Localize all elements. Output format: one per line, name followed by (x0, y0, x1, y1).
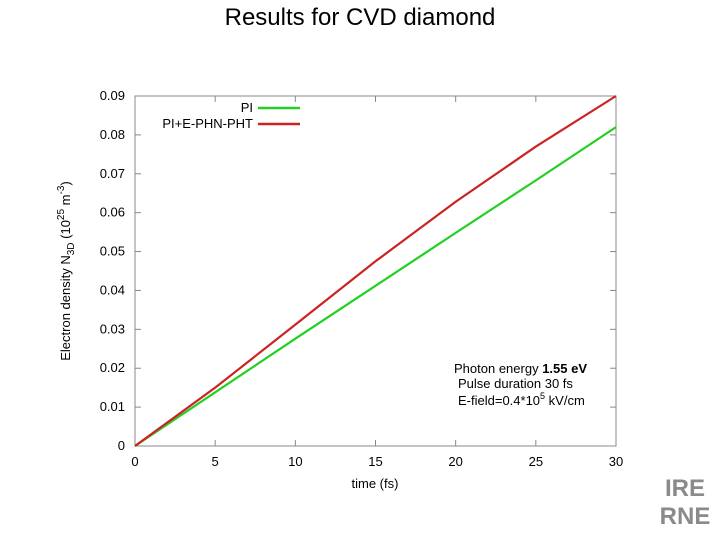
x-tick-labels: 0 5 10 15 20 25 30 (131, 454, 623, 469)
y-axis-label-exp2: -3 (56, 185, 67, 194)
y-axis-label-unit-mid: m (58, 194, 73, 208)
x-tick-label: 20 (448, 454, 462, 469)
legend-label-pi: PI (241, 100, 253, 115)
y-axis-label-sub: 3D (66, 242, 77, 255)
slide-title: Results for CVD diamond (224, 4, 496, 31)
series-line-pi-e-phn-pht (134, 95, 617, 447)
legend: PI PI+E-PHN-PHT (162, 100, 300, 131)
institute-logo: IRE RNE (660, 475, 711, 530)
y-axis-label-unit-close: ) (58, 181, 73, 185)
annotation-line2-label: Pulse duration (458, 376, 541, 391)
x-tick-label: 30 (609, 454, 623, 469)
x-tick-label: 25 (529, 454, 543, 469)
series-lines (134, 95, 617, 447)
x-tick-label: 10 (288, 454, 302, 469)
y-tick-label: 0.02 (100, 360, 125, 375)
y-tick-label: 0.07 (100, 166, 125, 181)
y-axis-label-exp: 25 (56, 209, 67, 221)
x-tick-label: 5 (212, 454, 219, 469)
logo-top-text: IRE (665, 475, 705, 502)
y-tick-label: 0.05 (100, 244, 125, 259)
y-tick-label: 0.04 (100, 282, 125, 297)
annotation: Photon energy 1.55 eV Pulse duration 30 … (454, 361, 587, 408)
logo-bottom-text: RNE (660, 503, 711, 530)
y-tick-label: 0 (118, 438, 125, 453)
annotation-e-field: E-field=0.4*105 kV/cm (458, 391, 585, 408)
y-axis-label-unit-open: (10 (58, 220, 73, 242)
y-tick-labels: 0 0.01 0.02 0.03 0.04 0.05 0.06 0.07 0.08 0.09 (100, 88, 125, 453)
annotation-pulse-duration: Pulse duration 30 fs (458, 376, 573, 391)
y-axis-label-main: Electron density N (58, 255, 73, 361)
annotation-photon-energy: Photon energy 1.55 eV (454, 361, 587, 376)
x-axis-label: time (fs) (352, 476, 399, 491)
annotation-line3-exp: 5 (540, 391, 545, 401)
y-tick-label: 0.08 (100, 127, 125, 142)
series-line-pi (134, 126, 617, 447)
y-tick-label: 0.03 (100, 321, 125, 336)
annotation-line1-label: Photon energy (454, 361, 542, 376)
annotation-line3-unit: kV/cm (545, 393, 585, 408)
y-tick-label: 0.09 (100, 88, 125, 103)
annotation-line2-value: 30 fs (541, 376, 573, 391)
x-tick-label: 15 (368, 454, 382, 469)
annotation-line1-value: 1.55 eV (542, 361, 587, 376)
y-axis-label: Electron density N3D (1025 m-3) (56, 181, 77, 361)
x-tick-label: 0 (131, 454, 138, 469)
y-tick-label: 0.01 (100, 399, 125, 414)
y-tick-label: 0.06 (100, 205, 125, 220)
legend-label-pi-e-phn-pht: PI+E-PHN-PHT (162, 116, 253, 131)
annotation-line3-label: E-field=0.4*10 (458, 393, 540, 408)
